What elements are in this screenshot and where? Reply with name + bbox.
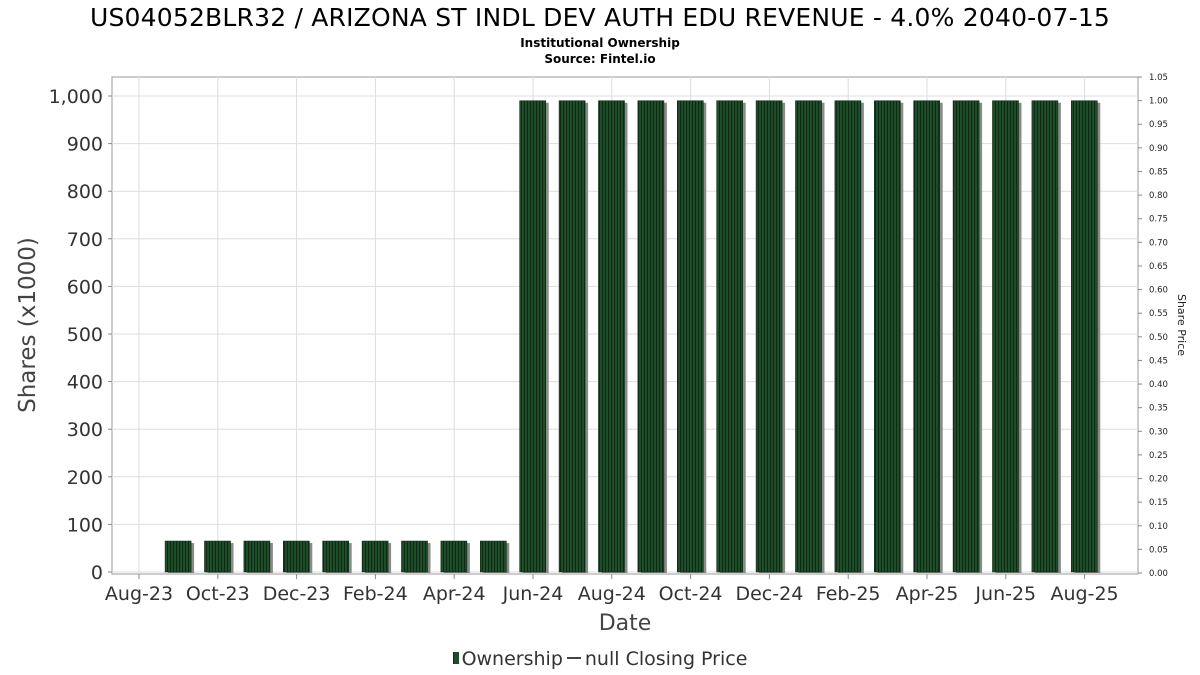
x-tick-label: Apr-25 (896, 583, 959, 605)
ownership-bar (204, 540, 231, 573)
y2-tick-label: 0.70 (1149, 238, 1168, 248)
ownership-bar (598, 100, 625, 573)
bars-layer (164, 100, 1101, 573)
y2-tick-label: 0.80 (1149, 191, 1168, 201)
y-tick-label: 500 (67, 324, 103, 346)
ownership-bar (519, 100, 547, 573)
y2-tick-label: 1.05 (1149, 73, 1168, 83)
x-tick-label: Oct-24 (659, 583, 723, 605)
x-tick-label: Apr-24 (423, 583, 486, 605)
y2-tick-label: 0.45 (1149, 356, 1168, 366)
y2-tick-label: 0.60 (1149, 286, 1168, 296)
y2-tick-label: 0.10 (1149, 522, 1168, 532)
ownership-bar (913, 100, 941, 573)
y-tick-label: 300 (67, 419, 103, 441)
x-tick-label: Oct-23 (186, 583, 250, 605)
chart-title: US04052BLR32 / ARIZONA ST INDL DEV AUTH … (89, 3, 1111, 32)
y-tick-label: 800 (67, 181, 103, 203)
ownership-bar (282, 540, 310, 573)
x-tick-label: Jun-24 (502, 583, 564, 605)
x-tick-label: Aug-25 (1051, 583, 1119, 605)
x-tick-label: Dec-23 (263, 583, 331, 605)
ownership-bar (834, 100, 862, 573)
y2-tick-label: 0.20 (1149, 475, 1168, 485)
ownership-bar (873, 100, 901, 573)
y2-tick-label: 0.15 (1149, 498, 1168, 508)
ownership-legend-label: Ownership (461, 648, 563, 670)
ownership-bar (361, 540, 389, 573)
y-axis: 0 100 200 300 400 500 600 700 800 900 1,000 (49, 86, 112, 584)
ownership-bar (716, 100, 744, 573)
y-tick-label: 100 (67, 514, 103, 536)
y2-tick-label: 0.40 (1149, 380, 1168, 390)
ownership-bar (1031, 100, 1059, 573)
ownership-bar (479, 540, 507, 573)
secondary-y-axis: 0.00 0.05 0.10 0.15 0.20 0.25 0.30 0.35 0.40 0.45… (1138, 73, 1168, 579)
secondary-y-axis-label: Share Price (1175, 294, 1188, 356)
x-tick-label: Dec-24 (735, 583, 803, 605)
y2-tick-label: 0.35 (1149, 404, 1168, 414)
chart-source: Source: Fintel.io (544, 52, 656, 66)
y-tick-label: 200 (67, 467, 103, 489)
y2-tick-label: 0.90 (1149, 144, 1168, 154)
ownership-bar (164, 540, 192, 573)
ownership-bar (795, 100, 822, 573)
y2-tick-label: 0.85 (1149, 167, 1168, 177)
ownership-bar (558, 100, 586, 573)
x-axis: Aug-23 Oct-23 Dec-23 Feb-24 Apr-24 Jun-24 Aug-… (105, 574, 1119, 605)
y2-tick-label: 0.25 (1149, 451, 1168, 461)
y-tick-label: 400 (67, 372, 103, 394)
y-tick-label: 700 (67, 229, 103, 251)
y-tick-label: 600 (67, 276, 103, 298)
y2-tick-label: 0.55 (1149, 309, 1168, 319)
ownership-bar (992, 100, 1019, 573)
y-tick-label: 1,000 (49, 86, 103, 108)
ownership-bar (243, 540, 271, 573)
y2-tick-label: 0.50 (1149, 333, 1168, 343)
y-tick-label: 900 (67, 134, 103, 156)
ownership-bar (637, 100, 665, 573)
ownership-bar (322, 540, 350, 573)
x-tick-label: Jun-25 (974, 583, 1036, 605)
y2-tick-label: 0.30 (1149, 427, 1168, 437)
y2-tick-label: 0.95 (1149, 120, 1168, 130)
legend: Ownership null Closing Price (0, 647, 1200, 671)
x-axis-label: Date (599, 611, 652, 636)
y2-tick-label: 0.05 (1149, 545, 1168, 555)
x-tick-label: Aug-24 (578, 583, 646, 605)
ownership-bar (440, 540, 468, 573)
y2-tick-label: 0.00 (1149, 569, 1168, 579)
ownership-bar (401, 540, 428, 573)
x-tick-label: Feb-25 (816, 583, 881, 605)
ownership-legend-swatch (452, 652, 459, 664)
y-tick-label: 0 (91, 562, 103, 584)
ownership-bar (755, 100, 783, 573)
y-axis-label: Shares (x1000) (15, 237, 41, 413)
price-legend-label: null Closing Price (584, 648, 748, 670)
ownership-bar (676, 100, 704, 573)
chart-subtitle: Institutional Ownership (520, 36, 680, 50)
price-legend-line (566, 657, 581, 659)
y2-tick-label: 0.65 (1149, 262, 1168, 272)
y2-tick-label: 1.00 (1149, 97, 1168, 107)
x-tick-label: Feb-24 (343, 583, 408, 605)
ownership-bar (952, 100, 980, 573)
y2-tick-label: 0.75 (1149, 215, 1168, 225)
ownership-bar (1071, 100, 1098, 573)
x-tick-label: Aug-23 (105, 583, 173, 605)
